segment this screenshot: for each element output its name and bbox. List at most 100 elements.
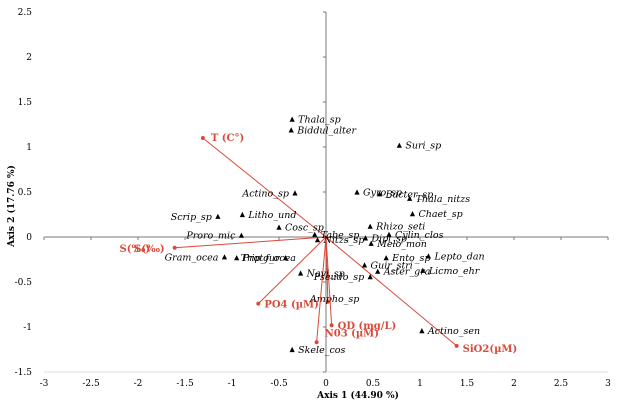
x-tick-label: -2.5: [82, 379, 100, 389]
species-marker: [376, 191, 383, 197]
vector-label: OD (mg/L): [338, 321, 397, 332]
species-marker: [375, 268, 381, 274]
species-label: Nitzs_sp: [323, 235, 365, 246]
species-label: Suri_sp: [405, 141, 441, 152]
species-label: Scrip_sp: [171, 212, 212, 223]
x-tick-label: 1.5: [460, 379, 475, 389]
species-label: Melo_mon: [376, 239, 427, 250]
species-label: Aster_gra: [383, 267, 431, 278]
x-axis-title: Axis 1 (44.90 %): [316, 390, 399, 401]
y-tick-label: 0.5: [18, 188, 33, 198]
species-marker: [425, 253, 432, 259]
vector-line: [174, 236, 327, 249]
species-marker: [238, 232, 244, 238]
species-marker: [419, 328, 425, 334]
species-marker: [289, 346, 295, 353]
y-tick-label: -1: [23, 323, 32, 333]
y-tick-label: 2.5: [18, 8, 33, 18]
vector-line: [325, 236, 457, 347]
species-label: Thala_sp: [298, 115, 341, 126]
vector-tip: [200, 136, 205, 140]
species-label: Tabe_sp: [321, 230, 360, 241]
species-label: Cylin_clos: [395, 230, 444, 241]
x-tick-label: 2.5: [554, 379, 569, 389]
species-marker: [354, 189, 360, 195]
y-tick-label: -1.5: [15, 368, 33, 378]
species-marker: [314, 237, 321, 243]
y-tick-label: 1.5: [18, 98, 33, 108]
species-marker: [396, 142, 402, 148]
species-label: Ento_sp: [391, 253, 430, 264]
species-marker: [234, 255, 240, 261]
vector-tip: [329, 323, 334, 328]
species-label: Lepto_dan: [433, 251, 484, 262]
vector-line: [325, 236, 333, 326]
vector-label: T (C°): [211, 133, 244, 144]
species-marker: [409, 211, 416, 217]
species-label: Ampho_sp: [309, 294, 360, 305]
species-marker: [276, 224, 282, 230]
species-marker: [362, 235, 369, 241]
species-label: Gyro_sp: [363, 188, 402, 199]
species-label: Chaet_sp: [418, 209, 462, 220]
vector-tip: [172, 245, 177, 250]
vector-label: PO4 (µM): [264, 300, 319, 311]
y-tick-label: 2: [26, 53, 32, 63]
species-marker: [361, 262, 368, 268]
vector-line: [257, 236, 327, 304]
vector-tip: [256, 301, 261, 306]
species-label: Biddul_alter: [296, 125, 357, 136]
species-marker: [298, 270, 304, 276]
species-marker: [221, 254, 228, 260]
vector-label: SiO2(µM): [463, 344, 518, 355]
species-label: Bacter_sp: [385, 189, 434, 200]
species-label: Pseudo_sp: [313, 272, 364, 283]
species-label: Licmo_ehr: [428, 266, 481, 277]
vector-label: S(‰): [134, 244, 165, 255]
species-marker: [282, 255, 289, 261]
species-label: Proro_mic: [185, 231, 236, 242]
x-tick-label: 2: [511, 379, 517, 389]
species-marker: [292, 190, 298, 196]
species-marker: [367, 223, 373, 229]
x-tick-label: -1: [228, 379, 237, 389]
species-label: Guir_stri: [371, 260, 413, 271]
vector-label: S(‰): [120, 244, 151, 255]
species-label: Dipl_sp: [370, 233, 406, 244]
environmental-vectors: T (C°) S(‰) PO4 (µM)Ampho_sp OD (mg/L)N03 (…: [134, 133, 517, 355]
vector-tip: [454, 343, 459, 348]
x-tick-label: 0.5: [366, 379, 381, 389]
species-marker: [288, 127, 294, 133]
y-axis-title: Axis 2 (17.76 %): [6, 165, 17, 248]
x-tick-label: -3: [40, 379, 49, 389]
species-label: Thala_nitzs: [416, 194, 471, 205]
species-marker: [386, 231, 392, 237]
species-label: Actino_sen: [427, 326, 480, 337]
species-marker: [215, 213, 221, 219]
species-marker: [368, 240, 374, 246]
species-label: Litho_und: [247, 210, 296, 221]
species-label: Trip_fur: [241, 253, 281, 264]
species-marker: [239, 211, 245, 218]
x-tick-label: -2: [134, 379, 143, 389]
y-tick-label: 0: [26, 233, 32, 243]
species-marker: [367, 274, 373, 280]
vector-tip: [325, 299, 330, 304]
species-label: Rhizo_seti: [375, 222, 425, 233]
species-label: Proto_ocea: [242, 253, 297, 264]
vector-label: N03 (µM): [325, 328, 379, 339]
species-marker: [312, 231, 318, 237]
x-tick-label: 3: [605, 379, 611, 389]
species-marker: [407, 195, 413, 201]
species-label: Gram_ocea: [165, 252, 219, 263]
y-tick-label: 1: [26, 143, 32, 153]
species-label: Actino_sp: [241, 188, 289, 199]
axes: -3 -2.5 -2 -1.5 -1 -0.5 0 0.5 1 1.5 2 2.5 3 -1.5 -1 -0.…: [15, 8, 611, 389]
x-tick-label: 1: [417, 379, 423, 389]
species-marker: [383, 255, 389, 261]
species-label: Skele_cos: [298, 345, 345, 356]
species-label: Cosc_sp: [285, 223, 324, 234]
x-tick-label: 0: [323, 379, 329, 389]
